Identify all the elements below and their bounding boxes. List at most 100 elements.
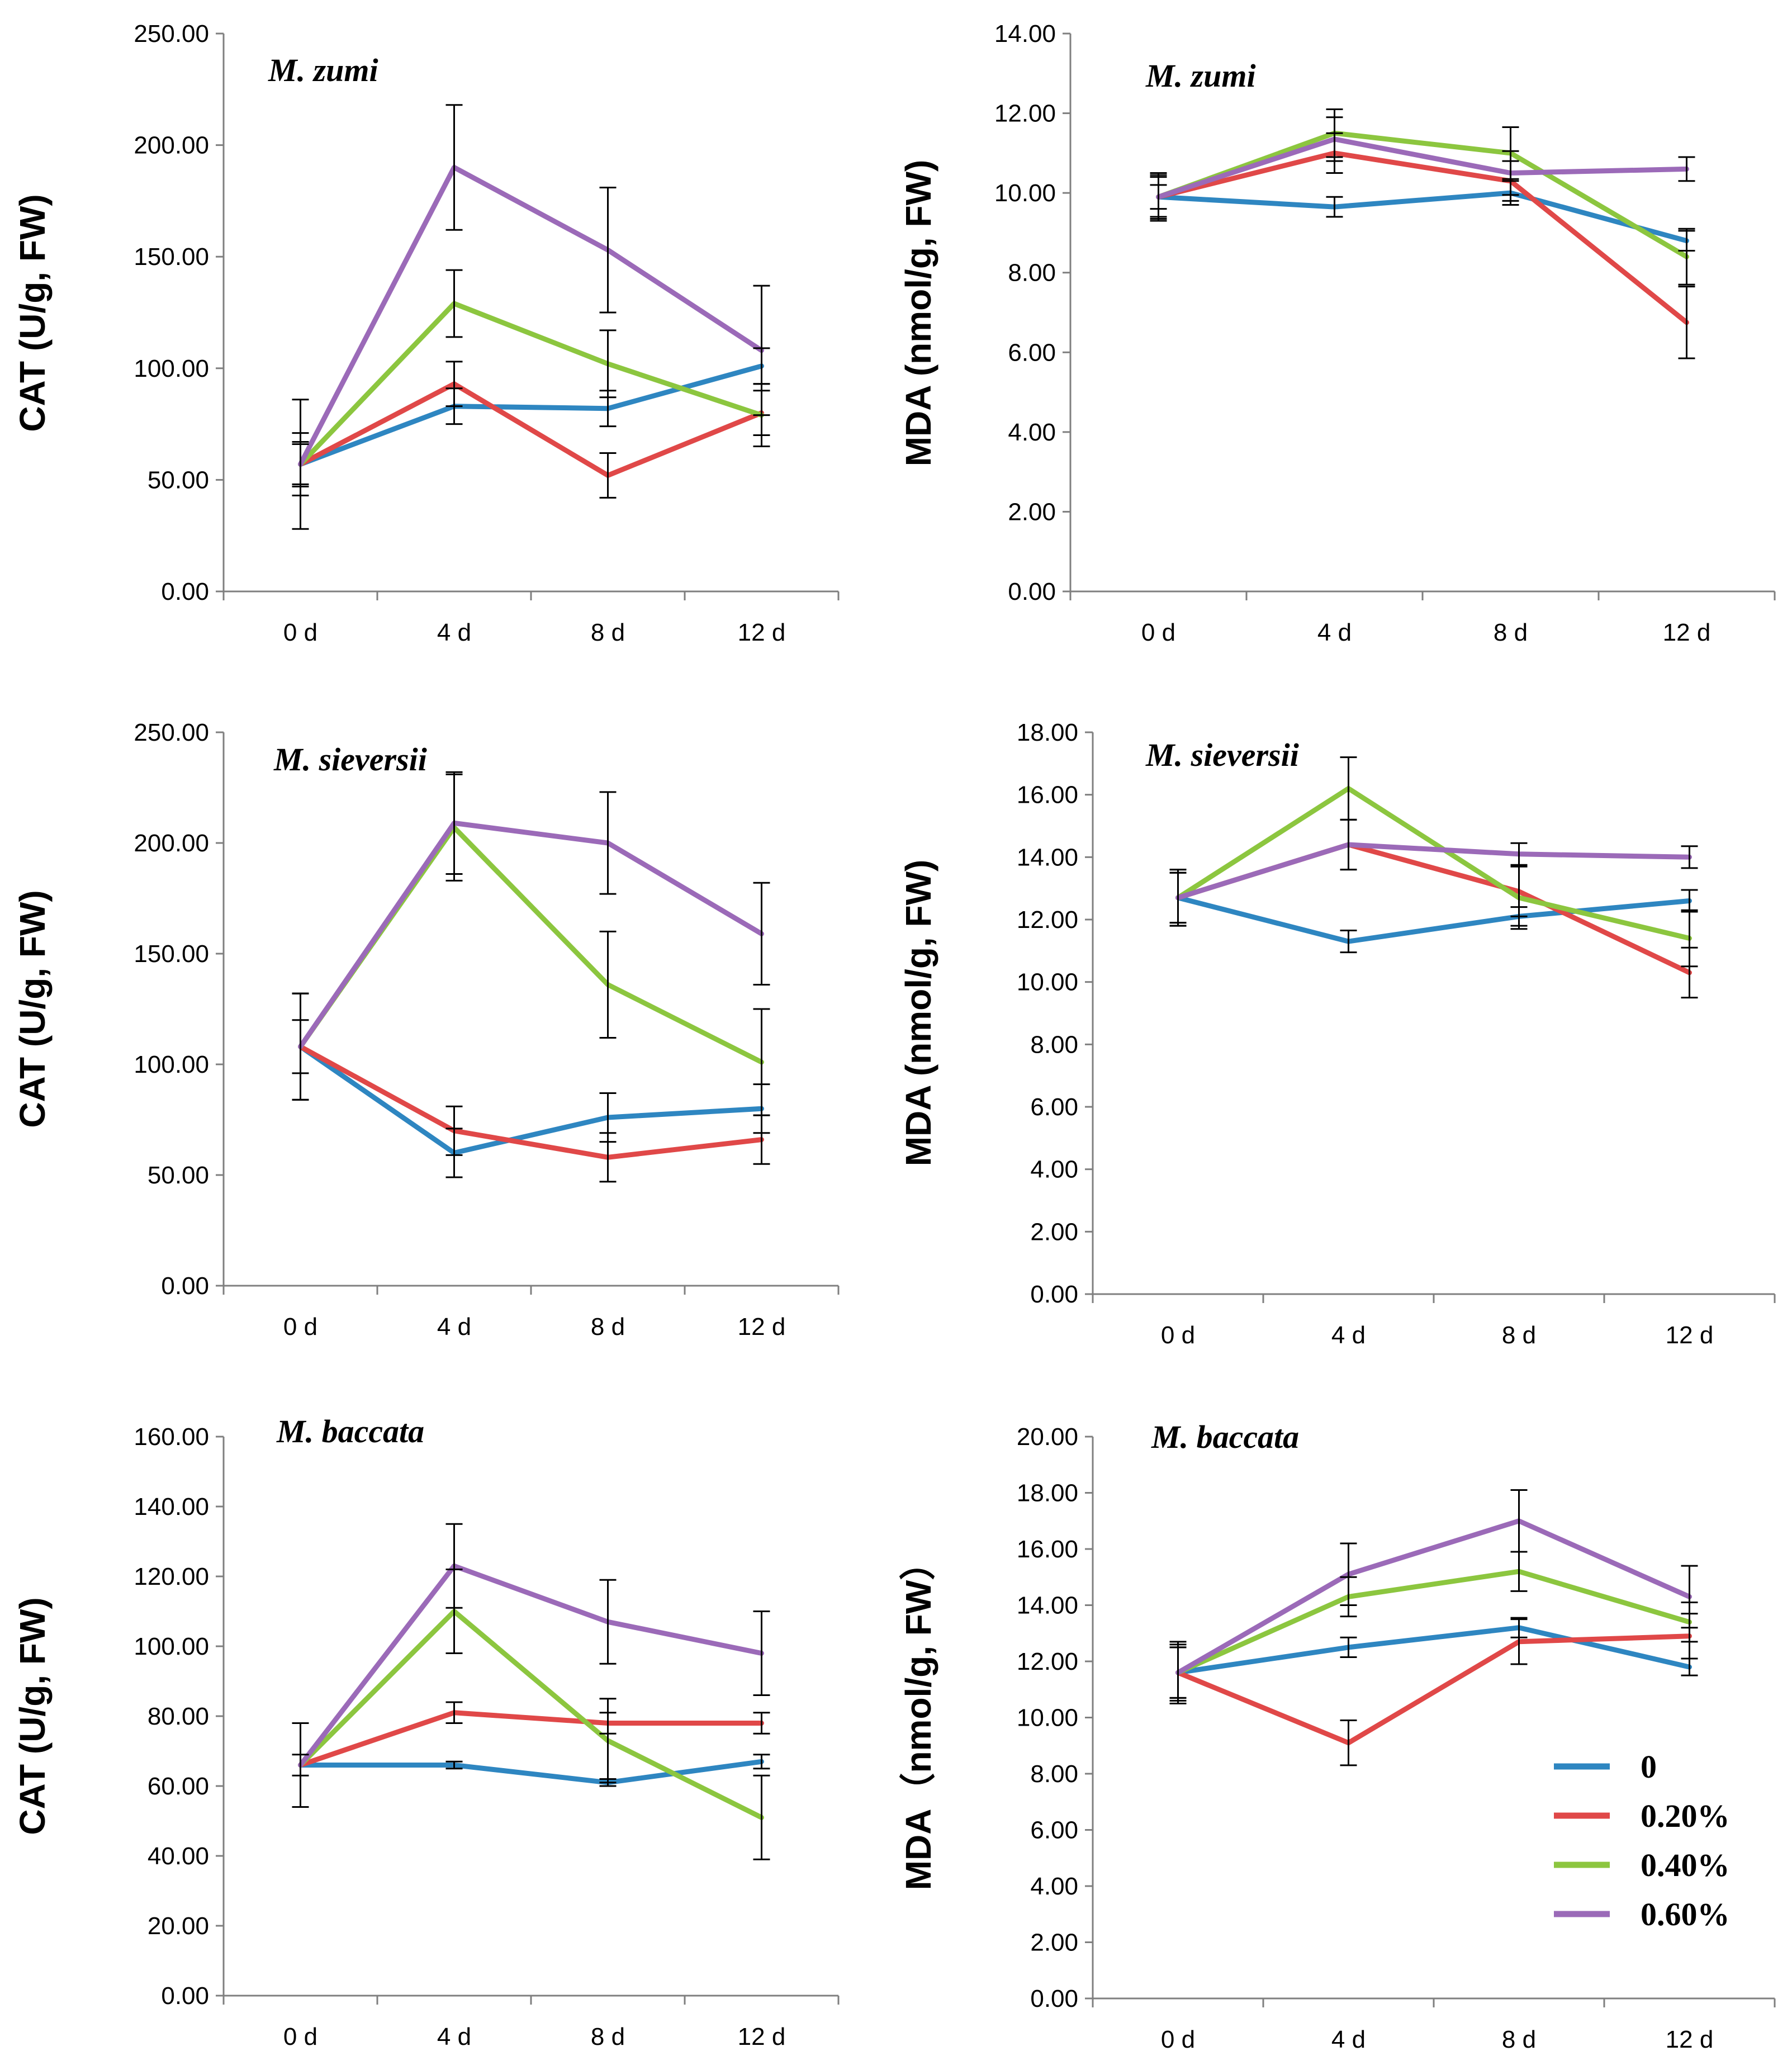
y-tick-label: 100.00 [134, 1051, 209, 1078]
y-tick-label: 250.00 [134, 20, 209, 48]
x-tick-label: 12 d [738, 1313, 786, 1340]
y-tick-label: 50.00 [148, 466, 209, 494]
error-bar [599, 1698, 617, 1784]
series-line-0.20% [1156, 150, 1689, 325]
chart-title: M. baccata [276, 1413, 424, 1450]
x-tick-label: 8 d [1502, 2026, 1536, 2053]
y-tick-label: 12.00 [1017, 906, 1078, 934]
error-bar [292, 399, 309, 530]
y-tick-label: 20.00 [148, 1912, 209, 1940]
error-bar [599, 930, 617, 1039]
y-tick-label: 140.00 [134, 1493, 209, 1520]
chart-panel-2: 0.00 2.00 4.00 6.00 8.00 10.00 12.00 14.00 0 d 4 … [898, 20, 1776, 646]
error-bar [1169, 1641, 1187, 1704]
series-line-0.60% [298, 165, 764, 467]
series-line-0.60% [1175, 842, 1692, 901]
y-tick-label: 8.00 [1030, 1760, 1078, 1788]
error-bar [445, 1760, 463, 1770]
legend-label: 0.60% [1641, 1896, 1730, 1932]
y-tick-label: 50.00 [148, 1162, 209, 1189]
x-tick-label: 12 d [738, 619, 786, 646]
y-tick-label: 16.00 [1017, 781, 1078, 809]
series-line-0 [1175, 895, 1692, 944]
error-bar [1510, 1618, 1528, 1665]
error-bar [753, 1754, 770, 1770]
y-tick-label: 12.00 [994, 100, 1056, 127]
y-tick-label: 200.00 [134, 830, 209, 857]
error-bar [1678, 286, 1695, 359]
y-axis-title: MDA（nmol/g, FW） [898, 1545, 938, 1891]
series-line-0.40% [298, 301, 764, 467]
error-bar [753, 1774, 770, 1860]
error-bar [1326, 196, 1343, 218]
y-tick-label: 4.00 [1008, 419, 1056, 446]
y-tick-label: 0.00 [161, 578, 209, 605]
x-tick-label: 8 d [1494, 619, 1528, 646]
series-line-0.20% [298, 1044, 764, 1160]
error-bar [1169, 869, 1187, 927]
chart-title: M. zumi [1145, 58, 1256, 94]
x-tick-label: 4 d [1331, 1321, 1366, 1349]
x-tick-label: 8 d [1502, 1321, 1536, 1349]
error-bar [445, 1701, 463, 1724]
error-bar [599, 329, 617, 399]
error-bar [292, 992, 309, 1101]
y-tick-label: 160.00 [134, 1423, 209, 1451]
legend-label: 0.40% [1641, 1847, 1730, 1883]
series-line-0.20% [1175, 1633, 1692, 1746]
error-bar [1510, 1489, 1528, 1553]
error-bar [599, 1579, 617, 1665]
y-tick-label: 4.00 [1030, 1873, 1078, 1900]
y-tick-label: 14.00 [994, 20, 1056, 48]
series-line-0 [298, 363, 764, 467]
y-tick-label: 10.00 [994, 179, 1056, 207]
x-tick-label: 4 d [437, 619, 471, 646]
series-line-0.40% [1156, 130, 1689, 259]
series-line-0.40% [298, 1609, 764, 1820]
y-tick-label: 0.00 [1008, 578, 1056, 605]
error-bar [599, 452, 617, 499]
chart-title: M. baccata [1151, 1419, 1299, 1455]
chart-title: M. sieversii [273, 741, 427, 778]
x-tick-label: 12 d [1663, 619, 1711, 646]
chart-title: M. zumi [268, 52, 378, 88]
y-tick-label: 6.00 [1008, 339, 1056, 366]
x-tick-label: 12 d [1666, 2026, 1714, 2053]
y-tick-label: 8.00 [1030, 1031, 1078, 1058]
x-tick-label: 4 d [1317, 619, 1352, 646]
error-bar [599, 791, 617, 895]
y-tick-label: 80.00 [148, 1703, 209, 1730]
legend-label: 0.20% [1641, 1798, 1730, 1834]
y-tick-label: 10.00 [1017, 969, 1078, 996]
error-bar [1340, 1542, 1357, 1606]
y-tick-label: 16.00 [1017, 1536, 1078, 1563]
error-bar [753, 1610, 770, 1696]
x-tick-label: 12 d [1666, 1321, 1714, 1349]
series-line-0 [1175, 1625, 1692, 1675]
y-tick-label: 0.00 [161, 1982, 209, 2010]
legend-label: 0 [1641, 1749, 1657, 1785]
y-tick-label: 60.00 [148, 1773, 209, 1800]
y-tick-label: 20.00 [1017, 1423, 1078, 1451]
y-tick-label: 14.00 [1017, 844, 1078, 871]
y-tick-label: 0.00 [1030, 1281, 1078, 1308]
error-bar [1681, 909, 1698, 968]
y-tick-label: 40.00 [148, 1842, 209, 1870]
error-bar [753, 1712, 770, 1735]
error-bar [753, 285, 770, 416]
y-tick-label: 6.00 [1030, 1817, 1078, 1844]
y-tick-label: 14.00 [1017, 1592, 1078, 1619]
y-tick-label: 2.00 [1030, 1929, 1078, 1957]
series-line-0.40% [1175, 786, 1692, 941]
series-line-0 [298, 1759, 764, 1785]
error-bar [753, 1008, 770, 1116]
x-tick-label: 12 d [738, 2023, 786, 2050]
y-tick-label: 8.00 [1008, 259, 1056, 287]
error-bar [1150, 174, 1167, 220]
y-tick-label: 12.00 [1017, 1648, 1078, 1675]
x-tick-label: 8 d [591, 1313, 625, 1340]
legend: 0 0.20% 0.40% 0.60% [1554, 1749, 1730, 1932]
chart-panel-6: 0.00 2.00 4.00 6.00 8.00 10.00 12.00 14.00 16.00… [898, 1419, 1776, 2053]
y-axis-title: MDA (nmol/g, FW) [898, 160, 938, 467]
